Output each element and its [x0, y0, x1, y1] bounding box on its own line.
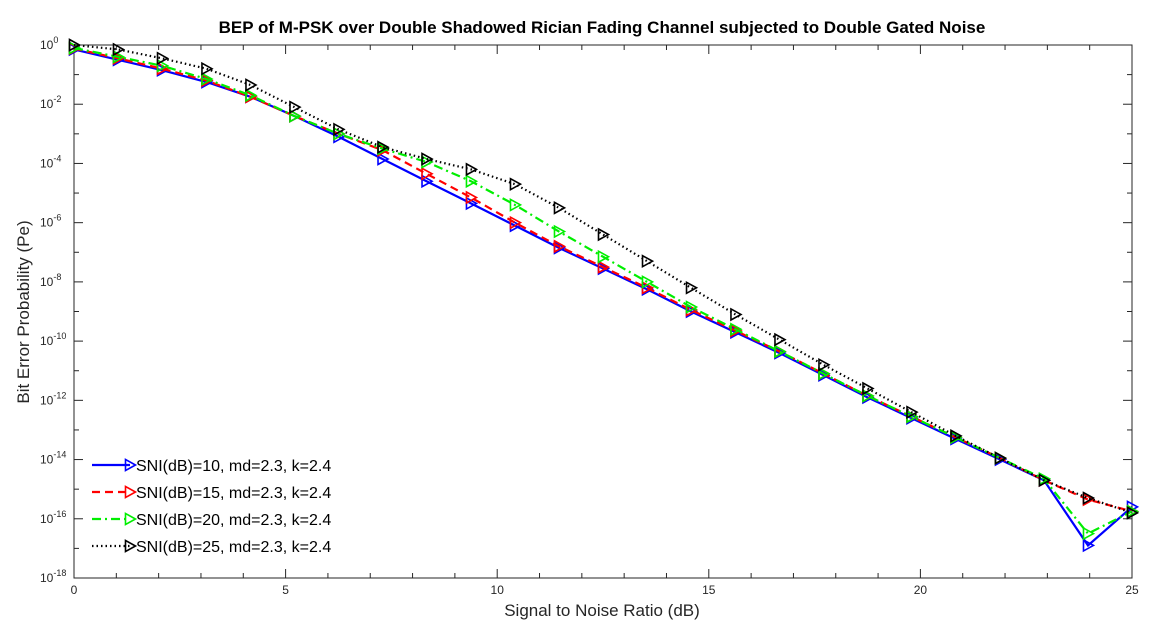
data-point [553, 239, 567, 254]
y-tick-label: 100 [40, 35, 58, 52]
data-point [818, 357, 831, 372]
legend-marker [124, 485, 138, 499]
data-point [465, 190, 479, 205]
data-point [377, 140, 390, 155]
data-point [1082, 538, 1096, 553]
data-point [509, 215, 523, 230]
y-tick-label: 10-16 [40, 509, 66, 526]
legend-marker [124, 539, 138, 553]
series-line [73, 46, 1133, 535]
data-point [509, 177, 523, 192]
x-tick-label: 20 [914, 583, 928, 597]
data-point [597, 249, 611, 264]
legend-item: SNI(dB)=25, md=2.3, k=2.4 [92, 539, 331, 556]
data-point [1038, 473, 1052, 488]
data-point [685, 300, 699, 314]
data-point [906, 405, 919, 420]
data-point [553, 224, 567, 239]
y-tick-label: 10-10 [40, 331, 66, 348]
data-point [112, 42, 126, 57]
chart-title: BEP of M-PSK over Double Shadowed Rician… [219, 18, 986, 37]
y-tick-label: 10-14 [40, 450, 66, 467]
y-axis-label: Bit Error Probability (Pe) [14, 220, 33, 403]
data-point [685, 280, 699, 295]
y-tick-label: 10-4 [40, 153, 61, 170]
data-point [994, 451, 1008, 465]
data-point [1082, 491, 1096, 505]
series-4 [68, 38, 1140, 520]
data-point [862, 389, 875, 403]
legend-label: SNI(dB)=10, md=2.3, k=2.4 [136, 458, 331, 475]
x-tick-label: 25 [1125, 583, 1139, 597]
data-point [1082, 526, 1096, 541]
data-point [641, 254, 655, 269]
y-tick-label: 10-18 [40, 568, 66, 585]
legend: SNI(dB)=10, md=2.3, k=2.4 SNI(dB)=15, md=… [92, 458, 331, 556]
data-point [553, 201, 567, 215]
y-tick-label: 10-2 [40, 94, 61, 111]
legend-label: SNI(dB)=15, md=2.3, k=2.4 [136, 485, 331, 502]
series-line [73, 43, 1133, 514]
x-tick-label: 15 [702, 583, 716, 597]
data-point [950, 429, 963, 443]
data-point [156, 58, 170, 73]
data-point [421, 174, 434, 189]
legend-label: SNI(dB)=20, md=2.3, k=2.4 [136, 512, 331, 529]
y-tick-label: 10-8 [40, 272, 61, 289]
data-point [289, 100, 302, 115]
data-point [774, 344, 787, 359]
x-tick-label: 5 [282, 583, 289, 597]
legend-item: SNI(dB)=10, md=2.3, k=2.4 [92, 458, 331, 475]
data-point [641, 275, 655, 289]
data-point [597, 260, 611, 274]
legend-item: SNI(dB)=20, md=2.3, k=2.4 [92, 512, 331, 529]
data-point [421, 166, 434, 181]
x-tick-label: 0 [71, 583, 78, 597]
data-point [730, 307, 743, 322]
data-point [1126, 506, 1140, 520]
legend-marker [124, 512, 138, 526]
data-point [245, 78, 258, 92]
y-tick-label: 10-6 [40, 213, 61, 230]
data-point [730, 322, 743, 337]
data-point [465, 162, 479, 177]
data-point [289, 109, 302, 123]
data-point [333, 122, 346, 137]
y-tick-label: 10-12 [40, 390, 66, 407]
data-point [774, 332, 787, 347]
series-line [73, 47, 1133, 513]
x-axis-label: Signal to Noise Ratio (dB) [504, 601, 700, 620]
data-point [68, 38, 82, 52]
series-2 [68, 41, 1140, 519]
data-point [818, 366, 831, 381]
x-tick-label: 10 [491, 583, 505, 597]
data-point [201, 72, 214, 86]
data-point [245, 88, 258, 103]
data-point [597, 227, 611, 242]
data-point [156, 51, 170, 66]
data-point [421, 152, 434, 166]
legend-item: SNI(dB)=15, md=2.3, k=2.4 [92, 485, 331, 502]
data-point [465, 174, 479, 189]
legend-marker [124, 458, 138, 472]
data-point [509, 198, 523, 212]
data-point [377, 152, 390, 166]
data-point [201, 61, 214, 76]
legend-label: SNI(dB)=25, md=2.3, k=2.4 [136, 539, 331, 556]
data-point [862, 381, 875, 396]
data-point [112, 49, 126, 64]
